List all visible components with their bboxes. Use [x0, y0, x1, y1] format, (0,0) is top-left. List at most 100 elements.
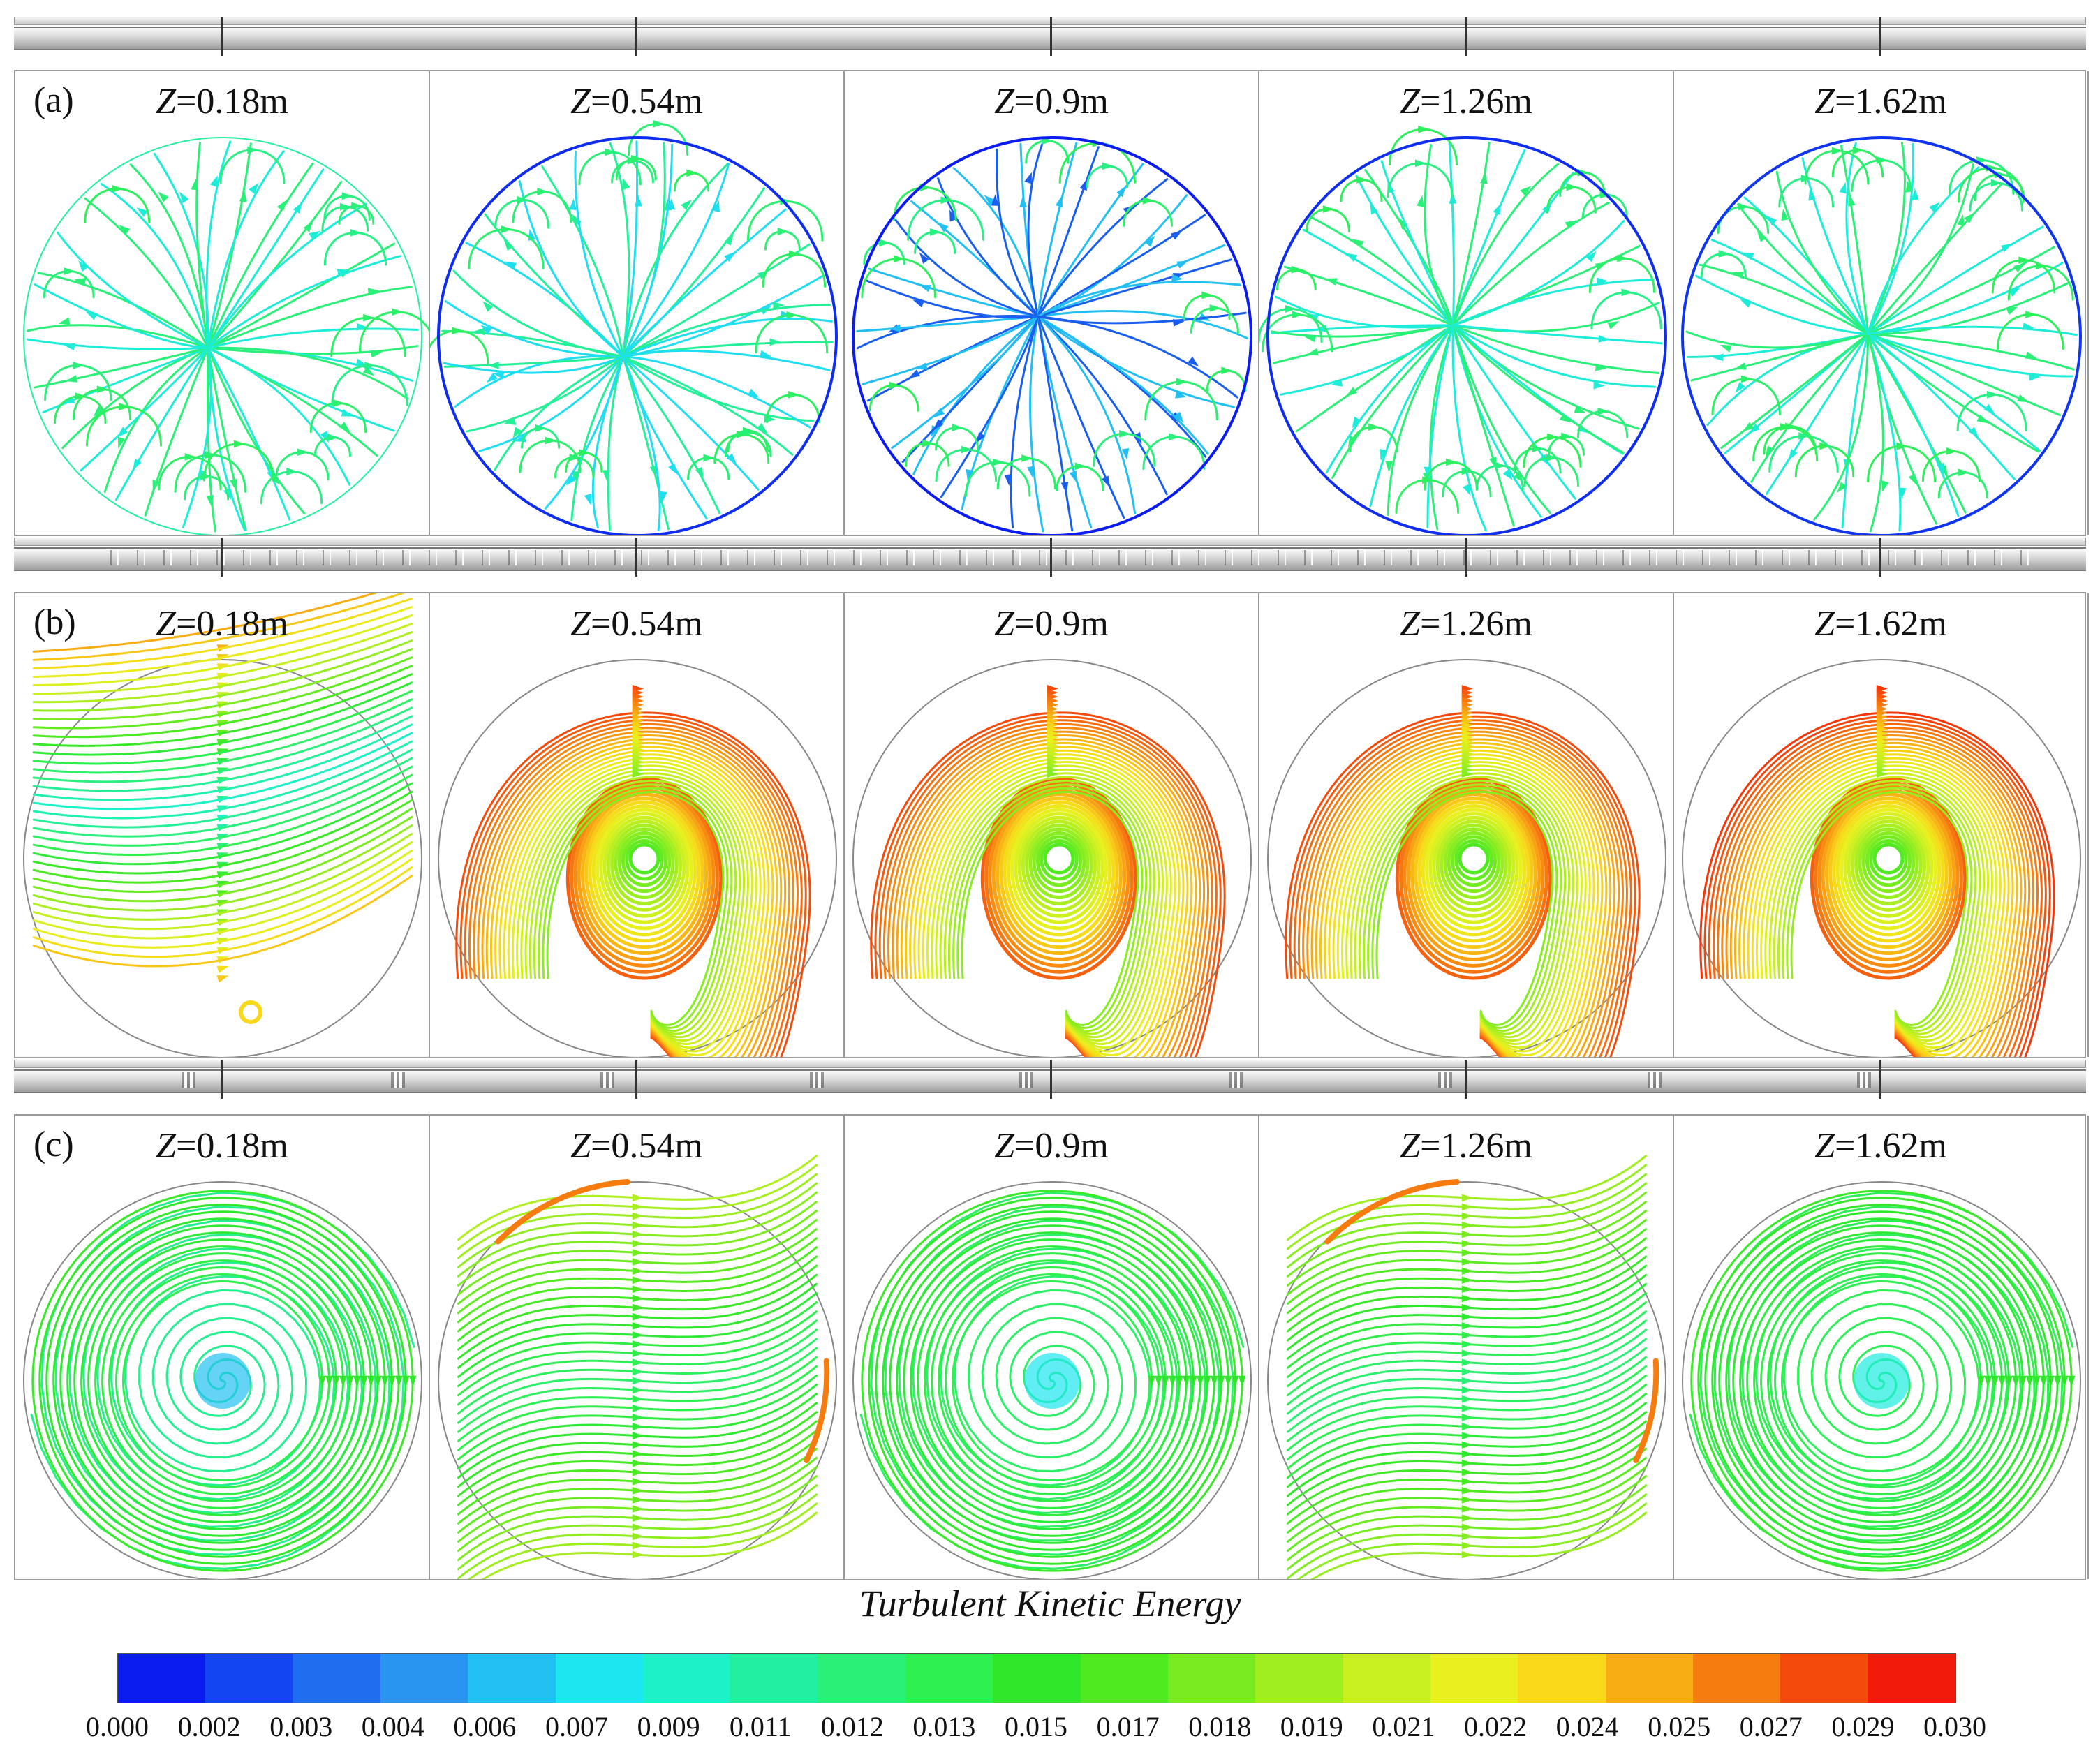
- flow-arrow: [760, 350, 772, 358]
- streamline: [1867, 332, 1960, 517]
- streamline: [544, 355, 624, 510]
- streamline: [804, 1358, 830, 1463]
- flow-arrow: [565, 474, 577, 486]
- vortex-cell-line: [1861, 831, 1916, 894]
- vortex-cell-line: [1850, 820, 1927, 912]
- streamline: [507, 757, 762, 1056]
- streamline: [931, 764, 1168, 1049]
- streamline: [464, 719, 803, 1057]
- colorbar-tick-label: 0.025: [1648, 1711, 1711, 1742]
- streamline-plot: [438, 1155, 837, 1579]
- flow-arrow: [786, 311, 798, 319]
- flow-arrow: [602, 470, 610, 482]
- flow-arrow: [1176, 378, 1188, 386]
- streamline: [1867, 281, 2070, 335]
- colorbar-swatch: [905, 1654, 993, 1703]
- streamline: [1426, 324, 1454, 529]
- colorbar-tick-label: 0.022: [1464, 1711, 1527, 1742]
- vortex-cell-line: [1824, 792, 1953, 956]
- streamline: [1708, 719, 2047, 1057]
- streamline: [1037, 142, 1078, 318]
- streamline: [503, 753, 766, 1057]
- vortex-cell-line: [1410, 792, 1538, 956]
- flow-arrow: [2005, 1375, 2013, 1387]
- streamline: [1037, 315, 1168, 496]
- streamline: [896, 734, 1201, 1057]
- flow-arrow: [184, 453, 196, 461]
- colorbar-tick-label: 0.007: [545, 1711, 608, 1742]
- streamline: [494, 198, 550, 229]
- flow-arrow: [2018, 1375, 2027, 1387]
- flow-arrow: [1908, 473, 1917, 486]
- z-position-label: Z=0.54m: [570, 604, 703, 644]
- flow-arrow: [743, 429, 755, 436]
- streamline: [468, 723, 799, 1057]
- flow-arrow: [993, 458, 1005, 466]
- flow-arrow: [1238, 1375, 1246, 1387]
- colorbar-swatch: [118, 1654, 206, 1703]
- flow-arrow: [632, 1331, 644, 1339]
- streamline: [207, 346, 291, 521]
- streamline: [621, 140, 639, 358]
- vortex-cell-line: [606, 820, 683, 912]
- flow-arrow: [1876, 770, 1888, 778]
- flow-arrow: [353, 1375, 361, 1387]
- streamline: [1388, 128, 1458, 166]
- streamline: [528, 776, 741, 1039]
- flow-arrow: [1224, 1375, 1232, 1387]
- streamline: [32, 606, 413, 678]
- flow-arrow: [1896, 442, 1908, 450]
- streamline: [1867, 166, 1980, 335]
- flow-arrow: [1461, 1276, 1473, 1284]
- vortex-cell-line: [1458, 843, 1490, 875]
- flow-arrow: [201, 472, 213, 480]
- flow-arrow: [1461, 1358, 1473, 1367]
- flow-arrow: [1798, 432, 1810, 440]
- flow-arrow: [1957, 214, 1965, 226]
- flow-arrow: [1742, 252, 1754, 260]
- flow-arrow: [632, 1486, 644, 1495]
- streamline: [1743, 749, 2014, 1057]
- colorbar-swatch: [1430, 1654, 1518, 1703]
- streamline: [1738, 746, 2018, 1057]
- flow-arrow: [1414, 159, 1427, 168]
- colorbar-swatch: [205, 1654, 293, 1703]
- flow-arrow: [632, 770, 644, 778]
- colorbar-tick-label: 0.006: [453, 1711, 517, 1742]
- flow-arrow: [1210, 1375, 1218, 1387]
- streamline: [195, 142, 209, 349]
- vortex-cell-line: [1432, 815, 1516, 918]
- colorbar-swatch: [1255, 1654, 1343, 1703]
- streamline: [1777, 779, 1981, 1035]
- streamline: [1319, 741, 1608, 1057]
- colorbar-tick-label: 0.017: [1096, 1711, 1160, 1742]
- colorbar-swatch: [1167, 1654, 1256, 1703]
- streamline: [323, 232, 387, 266]
- flow-arrow: [1819, 442, 1831, 450]
- flow-arrow: [1142, 196, 1155, 205]
- streamline: [207, 346, 395, 432]
- colorbar-tick-label: 0.000: [86, 1711, 149, 1742]
- flow-arrow: [1461, 1194, 1473, 1202]
- vortex-cell-line: [995, 792, 1123, 956]
- colorbar-swatch: [1518, 1654, 1606, 1703]
- vortex-cell-line: [1440, 823, 1508, 905]
- streamline: [1867, 225, 2044, 335]
- streamline: [32, 723, 413, 801]
- flow-arrow: [632, 1550, 644, 1559]
- streamline: [103, 346, 209, 494]
- streamline: [32, 858, 413, 949]
- flow-arrow: [632, 1258, 644, 1266]
- flow-arrow: [1539, 454, 1550, 466]
- streamline: [673, 172, 710, 192]
- vortex-cell-line: [1872, 843, 1905, 875]
- flow-arrow: [1461, 1294, 1473, 1303]
- flow-arrow: [2000, 243, 2013, 253]
- streamline: [466, 355, 624, 433]
- streamline: [1340, 178, 1383, 202]
- flow-arrow: [789, 250, 801, 258]
- streamline: [764, 230, 801, 251]
- swirl-core: [195, 1353, 251, 1409]
- streamline: [621, 208, 787, 358]
- flow-arrow: [341, 409, 353, 417]
